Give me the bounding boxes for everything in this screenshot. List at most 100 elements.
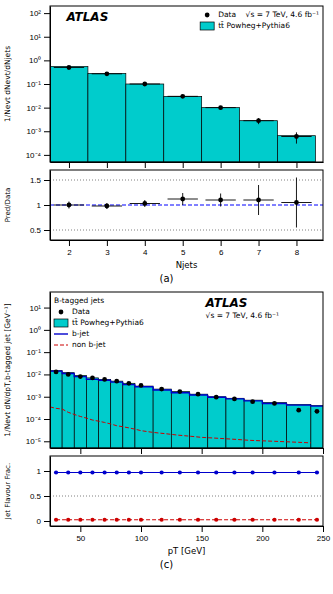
legend-swatch [54,345,68,346]
y-tick: 0.5 [30,226,50,235]
data-point [250,399,255,404]
data-point [272,401,277,406]
legend-swatch [54,333,68,334]
x-tick [296,162,297,168]
x-tick-mark [323,526,324,532]
y-tick-label: 10⁻¹ [26,80,41,89]
line-marker [127,518,131,522]
x-tick: 3 [105,240,110,257]
plot-marks [50,370,323,448]
x-tick-label: 8 [295,248,300,257]
legend-item: Data [59,307,90,316]
line-marker [196,518,200,522]
x-tick: 200 [256,526,270,543]
histogram-bar [50,371,62,448]
histogram-bar [208,397,226,448]
y-tick-mark [44,180,50,181]
annotation: ATLAS [205,296,248,310]
x-axis [51,162,324,168]
y-tick-label: 10⁻³ [26,393,41,402]
plot-marks [50,470,323,521]
y-tick: 10⁻¹ [26,348,50,357]
histogram-bar [171,392,189,448]
legend-swatch [200,22,214,30]
y-tick-label: 10⁻² [26,370,41,379]
line-marker [102,470,106,474]
y-axis: 0.511.5 [30,171,51,241]
data-point [232,396,237,401]
data-point [142,201,147,206]
x-tick-mark [107,240,108,246]
reference-line [50,180,323,181]
data-point [54,370,59,375]
series [50,371,323,406]
x-tick-label: 250 [317,534,331,543]
histogram-bar [135,386,153,448]
y-axis-title: Jet Flavour Frac. [4,463,12,520]
y-tick-label: 10⁻⁴ [26,151,42,160]
y-tick: 10⁻² [26,370,50,379]
legend-label: tt̄ Powheg+Pythia6 [72,318,144,327]
line-marker [214,518,218,522]
line-marker [251,518,255,522]
histogram-bar [153,389,171,448]
line-marker [66,470,70,474]
histogram-bar [190,394,208,448]
x-axis-title: Njets [176,260,198,270]
legend-item: Data √s = 7 TeV, 4.6 fb⁻¹ [205,10,319,19]
data-point [66,372,71,377]
data-point [196,392,201,397]
data-point [142,82,147,87]
y-tick-label: 0.5 [30,226,42,235]
caption: (c) [160,559,173,570]
x-tick-mark [107,162,108,168]
x-tick: 50 [76,526,85,543]
step-segment [311,404,323,406]
x-tick-label: 100 [135,534,149,543]
y-tick: 10⁻¹ [26,80,50,89]
y-tick-mark [44,419,50,420]
y-tick-mark [44,496,50,497]
x-tick [141,448,142,454]
x-tick-mark [262,526,263,532]
x-tick-mark [141,448,142,454]
x-tick-mark [323,448,324,454]
line-marker [115,470,119,474]
histogram-bar [311,406,323,448]
histogram-bar [86,378,98,448]
line-marker [178,470,182,474]
data-point [218,105,223,110]
x-tick [183,162,184,168]
legend-label: Data [72,307,90,316]
step-segment [135,385,153,387]
histogram-bar [226,398,244,448]
x-tick-mark [145,162,146,168]
legend-title: B-tagged jets [54,296,104,305]
data-point [126,381,131,386]
y-tick-mark [44,471,50,472]
y-axis: 10⁻⁵10⁻⁴10⁻³10⁻²10⁻¹10⁰10¹ [26,293,51,449]
x-tick: 8 [295,240,300,257]
line-marker [127,470,131,474]
y-tick-label: 10¹ [29,33,41,42]
data-point [177,389,182,394]
line-marker [54,518,58,522]
line-marker [232,470,236,474]
legend-swatch [59,310,64,315]
line-marker [102,518,106,522]
annotation: √s = 7 TeV, 4.6 fb⁻¹ [206,311,279,320]
reference-line [50,230,323,231]
y-tick-mark [44,13,50,14]
y-tick-mark [44,230,50,231]
x-tick-mark [183,162,184,168]
line-marker [297,470,301,474]
y-tick-label: 0 [37,517,42,526]
histogram-bar [202,108,240,162]
legend-label: tt̄ Powheg+Pythia6 [218,21,290,30]
y-tick-label: 1 [37,201,42,210]
data-point [159,387,164,392]
y-tick: 1 [37,467,50,476]
series [50,67,315,162]
plot-frame [50,456,323,526]
x-tick-label: 50 [76,534,85,543]
